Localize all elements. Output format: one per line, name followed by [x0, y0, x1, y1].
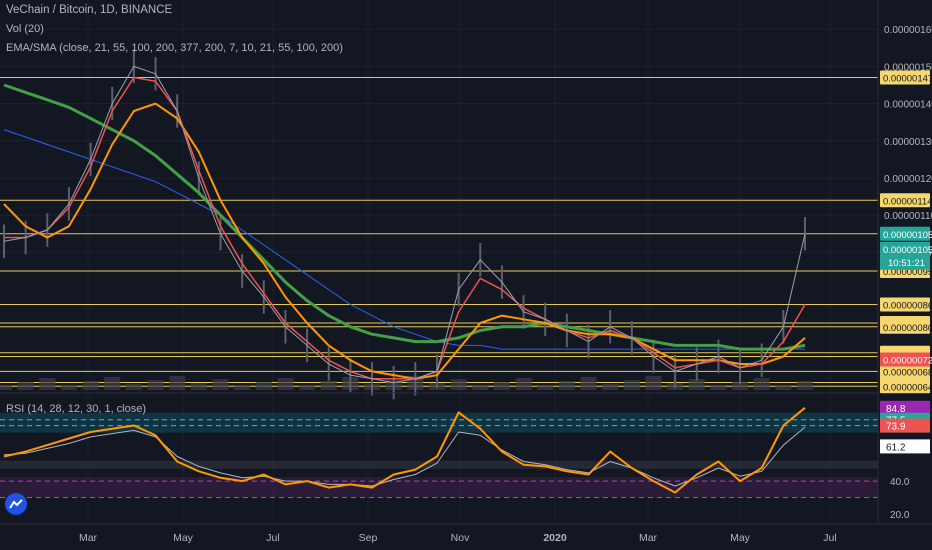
volume-bar-15 [320, 381, 337, 390]
level-label-11: 0.00000064 [883, 382, 932, 393]
price-tick-3: 0.00000130 [884, 137, 932, 148]
volume-bar-8 [169, 376, 186, 390]
level-badge-1 [880, 193, 930, 208]
volume-legend[interactable]: Vol (20) [6, 23, 44, 35]
level-badge-4 [880, 297, 930, 312]
time-tick-7: May [730, 532, 751, 544]
level-label-3: 0.00000095 [883, 267, 932, 278]
level-badge-11 [880, 379, 930, 394]
volume-bar-24 [515, 378, 532, 390]
volume-bar-26 [558, 381, 575, 390]
price-tick-5: 0.00000110 [884, 211, 932, 222]
level-label-4: 0.00000086 [883, 300, 932, 311]
current-price-badge [880, 241, 930, 270]
rsi-badge-last [880, 439, 930, 454]
volume-bar-12 [255, 382, 272, 390]
rsi-overbought-band [0, 412, 878, 433]
price-tick-2: 0.00000140 [884, 100, 932, 111]
rsi-badge-upper [880, 400, 930, 415]
volume-bar-3 [60, 385, 77, 390]
volume-bar-22 [472, 386, 489, 390]
volume-bar-29 [623, 380, 640, 390]
volume-bar-4 [82, 381, 99, 390]
rsi-badge-label-last: 61.2 [886, 442, 906, 453]
time-tick-8: Jul [823, 532, 836, 544]
sma-blue-line [3, 129, 805, 350]
time-tick-4: Nov [451, 532, 470, 544]
volume-bar-13 [277, 378, 294, 390]
time-tick-6: Mar [639, 532, 658, 544]
rsi-pane [0, 407, 878, 498]
rsi-legend[interactable]: RSI (14, 28, 12, 30, 1, close) [6, 403, 147, 415]
volume-bar-2 [39, 378, 56, 390]
volume-bar-14 [299, 385, 316, 390]
rsi-badge-label-upper: 84.8 [886, 404, 906, 415]
price-tick-4: 0.00000120 [884, 174, 932, 185]
level-label-0: 0.00000147 [883, 74, 932, 85]
volume-bar-28 [602, 384, 619, 390]
rsi-signal-line [3, 426, 806, 487]
time-tick-0: Mar [79, 532, 98, 544]
time-tick-3: Sep [359, 532, 378, 544]
volume-bar-25 [537, 385, 554, 390]
volume-bar-33 [710, 386, 727, 390]
level-badge-0 [880, 70, 930, 85]
moving-averages [3, 65, 806, 384]
rsi-badge-label-band_bottom: 73.9 [886, 422, 906, 433]
time-tick-5: 2020 [543, 532, 567, 544]
volume-bar-6 [125, 384, 142, 390]
level-label-2: 0.00000105 [883, 230, 932, 241]
volume-bar-23 [493, 382, 510, 390]
price-tick-0: 0.00000160 [884, 25, 932, 36]
level-badge-2 [880, 226, 930, 241]
volume-bar-0 [0, 386, 12, 390]
rsi-mid-band [0, 460, 878, 469]
chart-title: VeChain / Bitcoin, 1D, BINANCE [6, 4, 173, 16]
volume-bar-5 [104, 377, 121, 390]
volume-bar-11 [234, 386, 251, 390]
rsi-tick-0: 40.0 [890, 477, 910, 488]
brand-logo-icon[interactable] [5, 493, 27, 515]
ma-legend[interactable]: EMA/SMA (close, 21, 55, 100, 200, 377, 2… [6, 42, 343, 54]
volume-bar-7 [147, 380, 164, 390]
volume-bar-32 [688, 379, 705, 390]
volume-bar-9 [190, 383, 207, 390]
volume-bar-30 [645, 376, 662, 390]
grid-lines [0, 0, 878, 526]
volume-bar-37 [797, 381, 813, 390]
level-badge-9 [880, 364, 930, 379]
price-tick-1: 0.00000150 [884, 62, 932, 73]
volume-bar-10 [212, 379, 229, 390]
sma-green-line [3, 83, 806, 351]
volume-bar-1 [17, 382, 34, 390]
ema-orange-line [3, 102, 806, 380]
price-axis[interactable]: 0.00000160 0.00000150 0.00000140 0.00000130… [877, 0, 932, 550]
level-label-6: 0.00000080 [883, 323, 932, 334]
time-tick-1: May [173, 532, 194, 544]
volume-bar-35 [753, 378, 770, 390]
rsi-oversold-band [0, 477, 878, 498]
price-line [3, 65, 806, 384]
time-axis-bg [0, 524, 932, 550]
ema-badge [880, 352, 930, 367]
ema-badge-label: 0.00000072 [883, 356, 932, 367]
level-label-1: 0.00000114 [883, 196, 932, 207]
current-price-label: 0.00000105 [883, 245, 932, 256]
level-badge-6 [880, 319, 930, 334]
countdown-label: 10:51:21 [888, 258, 925, 269]
volume-bar-34 [732, 382, 749, 390]
volume-bar-36 [775, 385, 792, 390]
volume-bar-27 [580, 377, 597, 390]
volume-bar-21 [450, 379, 467, 390]
ema-red-line [4, 76, 806, 380]
rsi-tick-1: 20.0 [890, 510, 910, 521]
time-axis[interactable]: Mar May Jul Sep Nov 2020 Mar May Jul [0, 523, 932, 550]
rsi-badge-band_bottom [880, 418, 930, 433]
level-label-9: 0.00000068 [883, 367, 932, 378]
rsi-line [3, 407, 806, 494]
time-tick-2: Jul [266, 532, 279, 544]
